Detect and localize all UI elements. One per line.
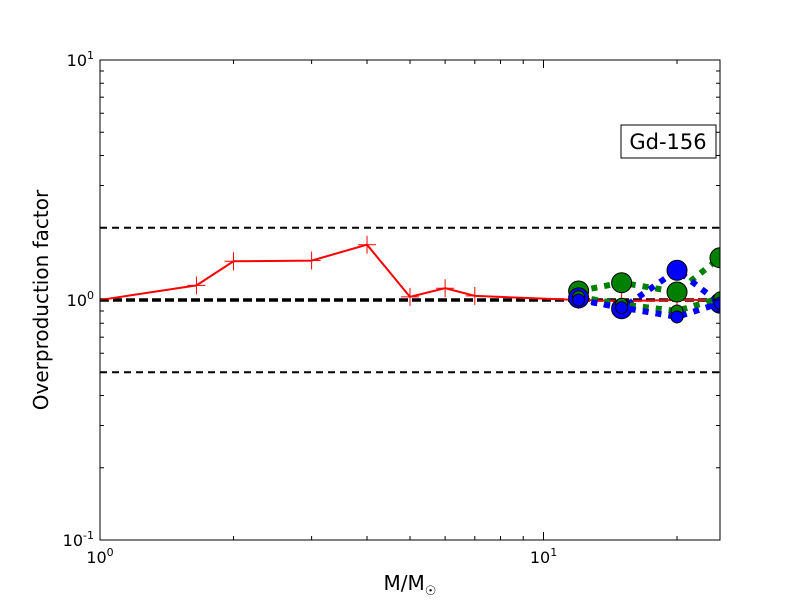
series-3-line	[578, 293, 720, 315]
series-0-point-4	[358, 235, 377, 254]
y-tick-label-2: 101	[67, 49, 94, 70]
x-axis-label: M/M☉	[384, 571, 437, 599]
series-4	[572, 293, 720, 324]
y-tick-label-1: 100	[67, 289, 94, 310]
series-2-point-2	[666, 259, 688, 281]
series-0-point-7	[465, 286, 484, 305]
series-1-point-2	[666, 281, 688, 303]
x-axis-label-subscript: ☉	[425, 584, 437, 599]
series-4-line	[578, 297, 720, 320]
series-1-point-1	[611, 272, 633, 294]
series-1-point-3	[709, 247, 720, 269]
plot-frame	[99, 59, 721, 541]
series-4-point-2	[670, 310, 684, 324]
series-4-point-0	[572, 293, 586, 307]
y-axis-label: Overproduction factor	[29, 189, 53, 410]
annotation-label: Gd-156	[629, 130, 706, 154]
annotation-box: Gd-156	[620, 124, 717, 159]
y-tick-label-0: 10-1	[63, 529, 94, 550]
x-tick-label-1: 101	[530, 546, 557, 567]
series-0-point-2	[224, 252, 243, 271]
series-0-point-6	[436, 279, 455, 298]
series-0-point-1	[187, 276, 206, 295]
series-4-point-1	[615, 301, 629, 315]
x-tick-label-0: 100	[86, 546, 113, 567]
series-2-line	[577, 266, 720, 312]
x-axis-label-base: M/M	[384, 571, 425, 595]
series-0-point-3	[302, 251, 321, 270]
series-0-point-5	[401, 287, 419, 306]
